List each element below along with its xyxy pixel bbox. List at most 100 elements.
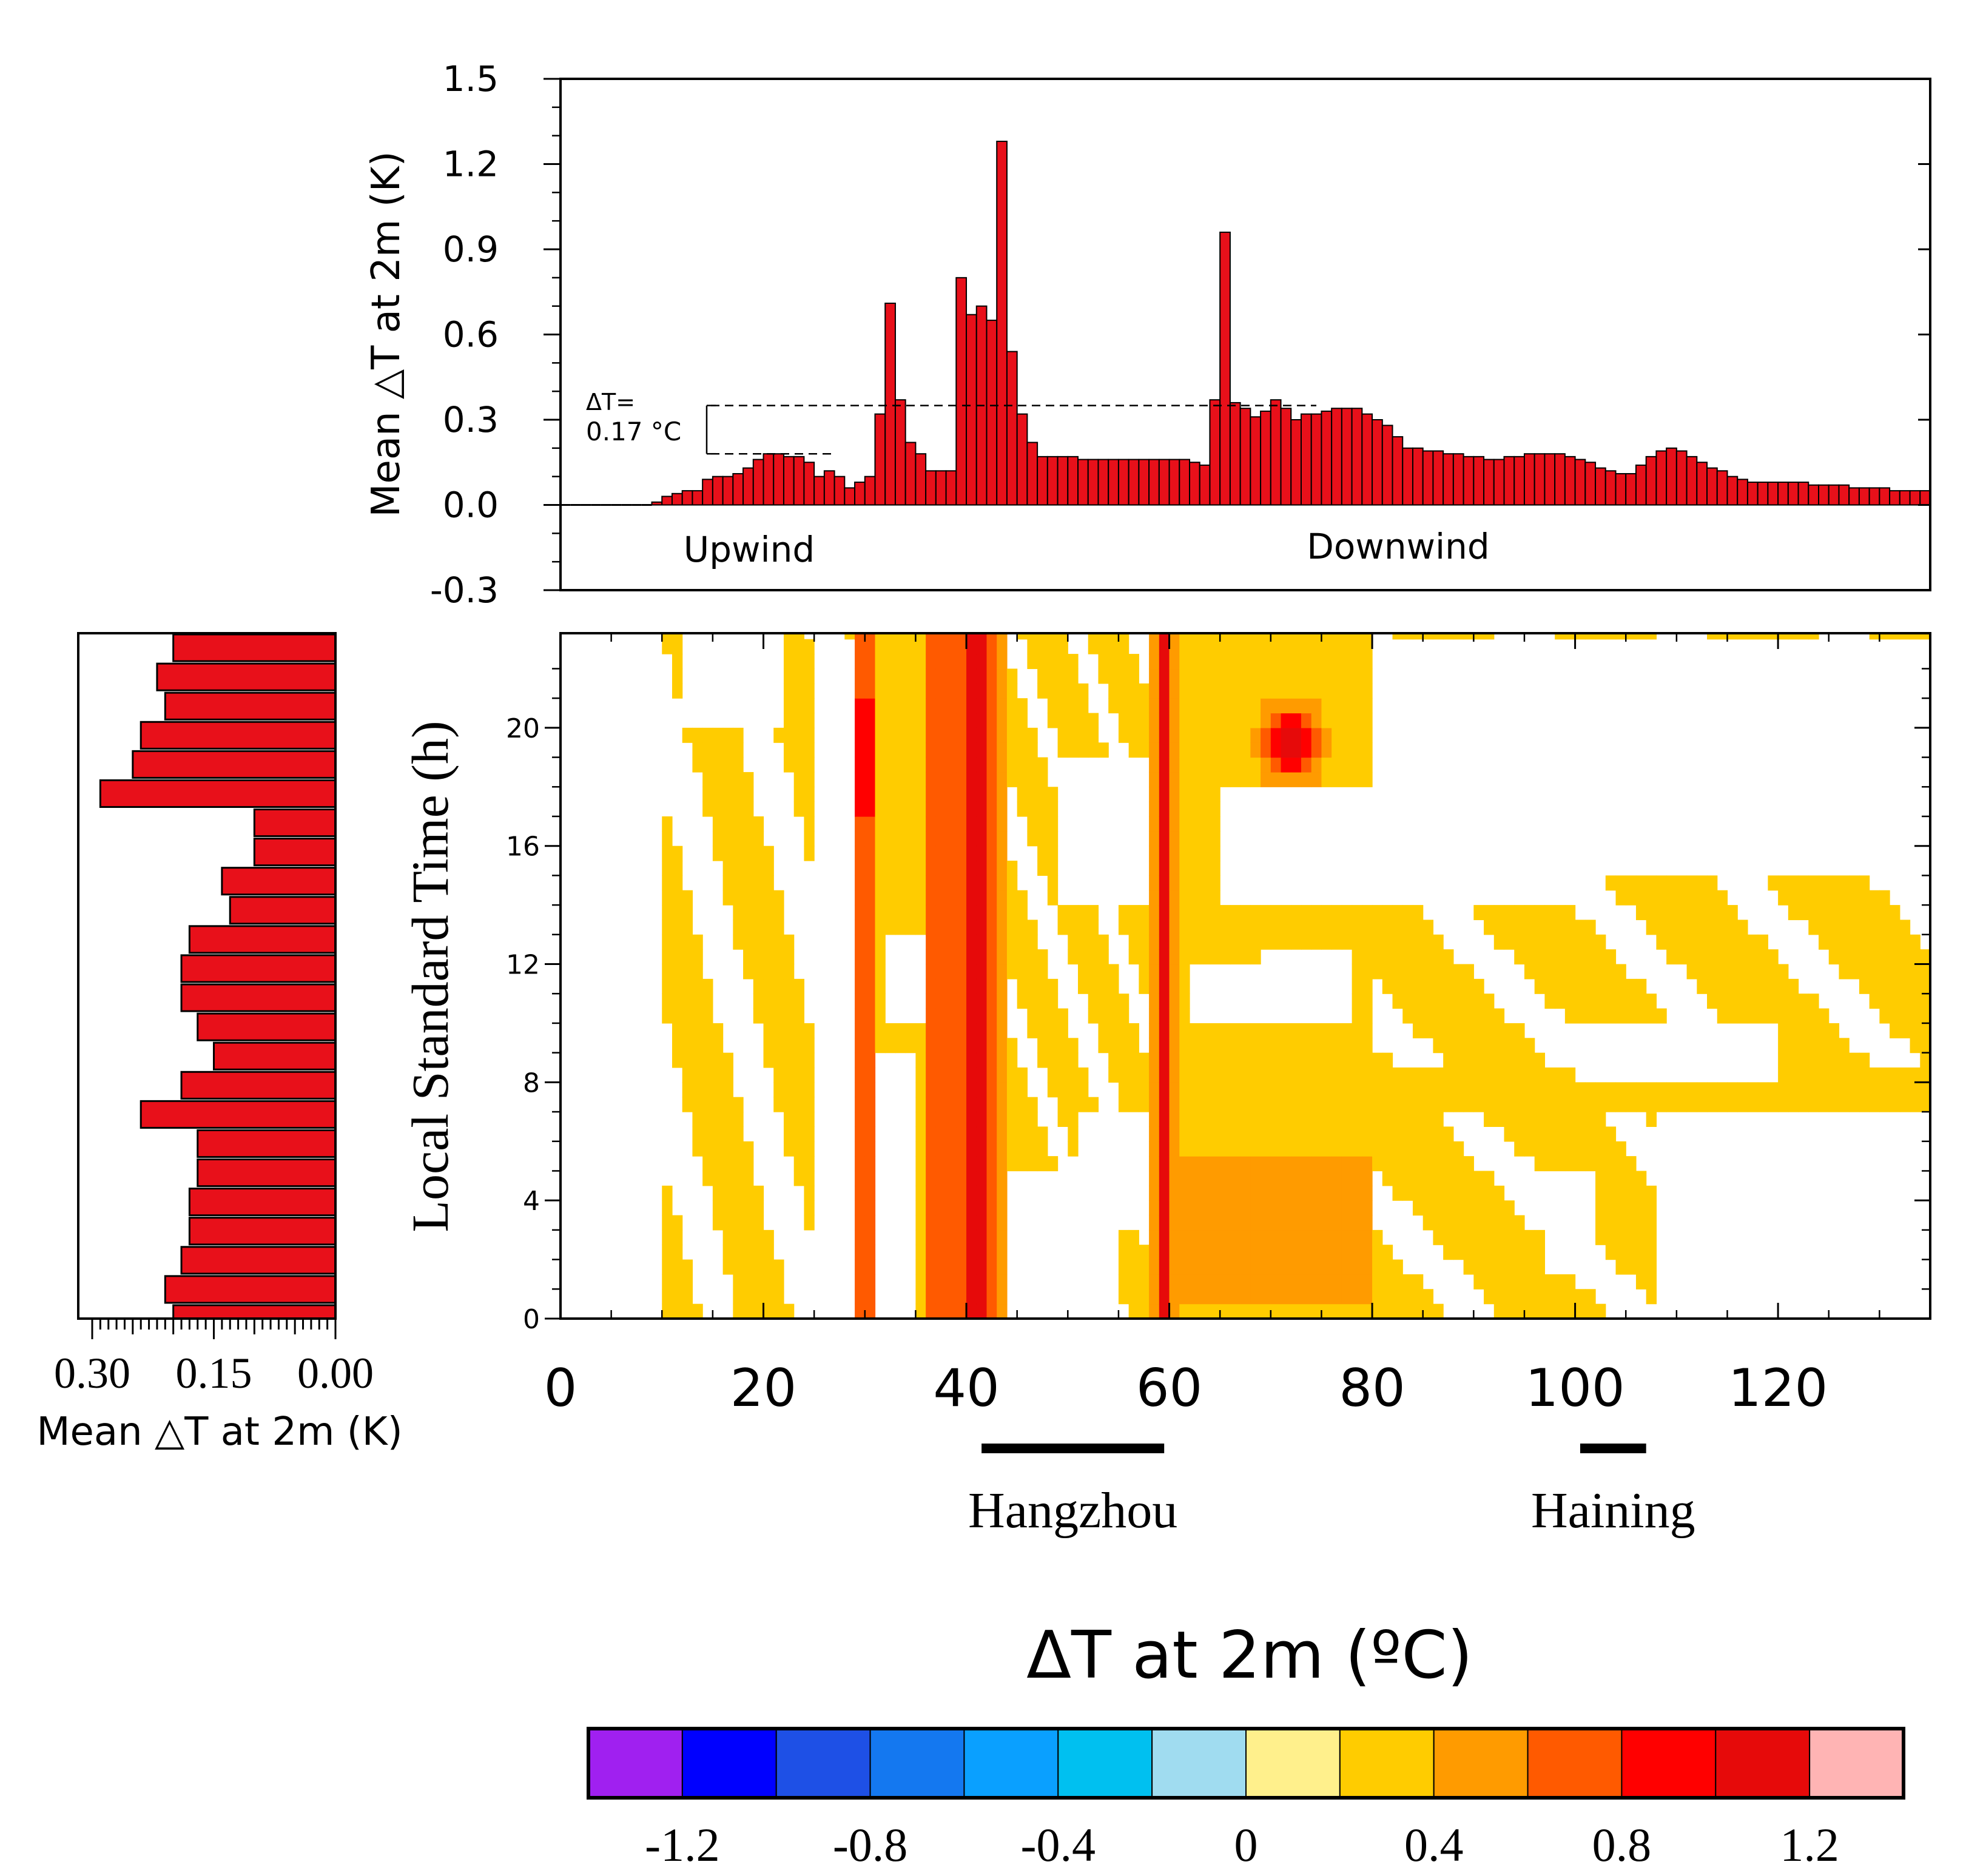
heatmap-cell xyxy=(1240,920,1251,935)
heatmap-cell xyxy=(1078,742,1089,758)
top-bar xyxy=(1726,476,1739,506)
heatmap-cell xyxy=(793,633,805,640)
heatmap-cell xyxy=(966,1303,977,1319)
heatmap-cell xyxy=(1291,742,1302,758)
heatmap-cell xyxy=(804,846,815,861)
heatmap-cell xyxy=(1484,1200,1495,1216)
heatmap-cell xyxy=(753,831,764,847)
heatmap-cell xyxy=(1737,1097,1748,1112)
heatmap-cell xyxy=(946,772,957,787)
heatmap-cell xyxy=(1382,934,1393,950)
heatmap-cell xyxy=(1463,993,1474,1009)
heatmap-cell xyxy=(1169,846,1180,861)
heatmap-cell xyxy=(997,1185,1008,1201)
heatmap-cell xyxy=(946,1067,957,1083)
heatmap-cell xyxy=(1575,1082,1586,1098)
heatmap-cell xyxy=(1341,757,1353,773)
heatmap-cell xyxy=(1159,698,1170,714)
heatmap-cell xyxy=(1159,668,1170,684)
heatmap-cell xyxy=(1676,920,1688,935)
heatmap-cell xyxy=(1017,978,1028,994)
heatmap-cell xyxy=(1402,1303,1413,1319)
heatmap-cell xyxy=(804,1112,815,1128)
heatmap-cell xyxy=(1666,949,1677,965)
heatmap-cell xyxy=(1179,1289,1190,1305)
heatmap-cell xyxy=(946,698,957,714)
heatmap-cell xyxy=(966,920,977,935)
heatmap-cell xyxy=(1169,633,1180,640)
heatmap-cell xyxy=(1484,1171,1495,1186)
heatmap-cell xyxy=(743,1141,754,1157)
heatmap-cell xyxy=(1169,1215,1180,1231)
heatmap-cell xyxy=(1108,668,1119,684)
heatmap-cell xyxy=(1199,934,1211,950)
heatmap-cell xyxy=(1341,1067,1353,1083)
heatmap-cell xyxy=(1159,846,1170,861)
heatmap-cell xyxy=(1037,801,1048,817)
left-x-tick-label: 0.30 xyxy=(54,1349,130,1397)
heatmap-cell xyxy=(1118,1052,1129,1068)
heatmap-cell xyxy=(997,668,1008,684)
left-bar xyxy=(180,954,337,983)
heatmap-cell xyxy=(702,1023,713,1038)
heatmap-cell xyxy=(1433,1141,1444,1157)
heatmap-cell xyxy=(1697,920,1708,935)
heatmap-cell xyxy=(986,1215,997,1231)
heatmap-cell xyxy=(1443,1067,1454,1083)
heatmap-cell xyxy=(1210,816,1220,832)
heatmap-cell xyxy=(1555,978,1566,994)
heatmap-cell xyxy=(1078,713,1089,728)
heatmap-cell xyxy=(1149,727,1160,743)
heatmap-cell xyxy=(783,1038,795,1054)
heatmap-cell xyxy=(1321,1141,1332,1157)
heatmap-cell xyxy=(1534,934,1546,950)
heatmap-cell xyxy=(1281,1112,1291,1128)
heatmap-cell xyxy=(1118,1008,1129,1024)
heatmap-cell xyxy=(1281,633,1291,640)
heatmap-cell xyxy=(1006,949,1018,965)
top-bar xyxy=(915,453,927,506)
top-bar xyxy=(1797,482,1809,506)
heatmap-cell xyxy=(1159,1200,1170,1216)
heatmap-cell xyxy=(763,934,774,950)
heatmap-cell xyxy=(966,742,977,758)
heatmap-cell xyxy=(1159,993,1170,1009)
heatmap-cell xyxy=(1149,949,1160,965)
heatmap-cell xyxy=(1190,639,1200,654)
top-bar xyxy=(1270,399,1282,506)
heatmap-cell xyxy=(1047,683,1059,699)
heatmap-cell xyxy=(1372,1097,1383,1112)
heatmap-cell xyxy=(915,698,926,714)
heatmap-cell xyxy=(935,1303,947,1319)
heatmap-cell xyxy=(682,1038,693,1054)
top-bar xyxy=(752,459,764,506)
heatmap-cell xyxy=(1626,1200,1637,1216)
heatmap-cell xyxy=(1686,934,1697,950)
heatmap-cell xyxy=(1159,1038,1170,1054)
heatmap-cell xyxy=(997,633,1008,640)
heatmap-cell xyxy=(1757,964,1768,980)
heatmap-cell xyxy=(1159,1082,1170,1098)
heatmap-cell xyxy=(722,1082,733,1098)
heatmap-cell xyxy=(885,831,896,847)
heatmap-cell xyxy=(1301,683,1312,699)
heatmap-cell xyxy=(672,1052,683,1068)
heatmap-cell xyxy=(1585,949,1596,965)
heatmap-cell xyxy=(1057,1023,1068,1038)
heatmap-cell xyxy=(672,1008,683,1024)
heatmap-cell xyxy=(1920,1097,1930,1112)
heatmap-cell xyxy=(1443,949,1454,965)
heatmap-cell xyxy=(997,934,1008,950)
top-bar xyxy=(1097,459,1109,506)
heatmap-cell xyxy=(1635,890,1647,906)
heatmap-cell xyxy=(1149,831,1160,847)
heatmap-cell xyxy=(966,1245,977,1260)
heatmap-cell xyxy=(855,683,866,699)
heatmap-cell xyxy=(1575,1289,1586,1305)
heatmap-cell xyxy=(1778,890,1789,906)
heatmap-cell xyxy=(1088,727,1099,743)
heatmap-cell xyxy=(1331,1289,1342,1305)
heatmap-cell xyxy=(804,668,815,684)
heatmap-cell xyxy=(855,1215,866,1231)
heatmap-cell xyxy=(935,934,947,950)
